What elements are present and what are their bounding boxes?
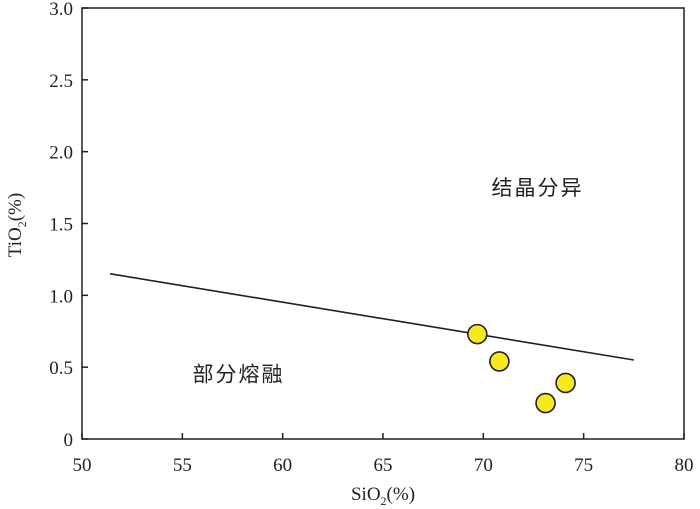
data-point — [555, 372, 576, 394]
region-label: 结晶分异 — [492, 176, 584, 200]
x-tick-label: 80 — [675, 455, 694, 476]
boundary-line-layer — [109, 272, 634, 361]
y-tick-label: 1.0 — [49, 286, 73, 307]
data-point — [535, 392, 556, 414]
discrimination-line — [109, 272, 634, 361]
x-tick-label: 50 — [73, 455, 92, 476]
plot-frame — [81, 7, 685, 440]
data-points — [467, 323, 576, 414]
x-tick-label: 65 — [374, 455, 393, 476]
y-tick-label: 3.0 — [49, 0, 73, 20]
x-tick-label: 70 — [474, 455, 493, 476]
x-axis: 50 55 60 65 70 75 80 — [73, 433, 694, 476]
y-tick-label: 2.5 — [49, 71, 73, 92]
x-tick-label: 75 — [574, 455, 593, 476]
data-point — [467, 323, 488, 345]
x-tick-label: 55 — [173, 455, 192, 476]
y-tick-label: 2.0 — [49, 143, 73, 164]
y-tick-label: 1.5 — [49, 215, 73, 236]
y-axis-label: TiO2(%) — [5, 193, 29, 257]
x-axis-label: SiO2(%) — [351, 484, 415, 508]
y-tick-label: 0.5 — [49, 358, 73, 379]
y-axis: 0 0.5 1.0 1.5 2.0 2.5 3.0 — [49, 0, 88, 451]
x-tick-label: 60 — [273, 455, 292, 476]
region-label: 部分熔融 — [193, 363, 285, 387]
data-point — [489, 351, 510, 372]
y-tick-label: 0 — [64, 430, 74, 451]
